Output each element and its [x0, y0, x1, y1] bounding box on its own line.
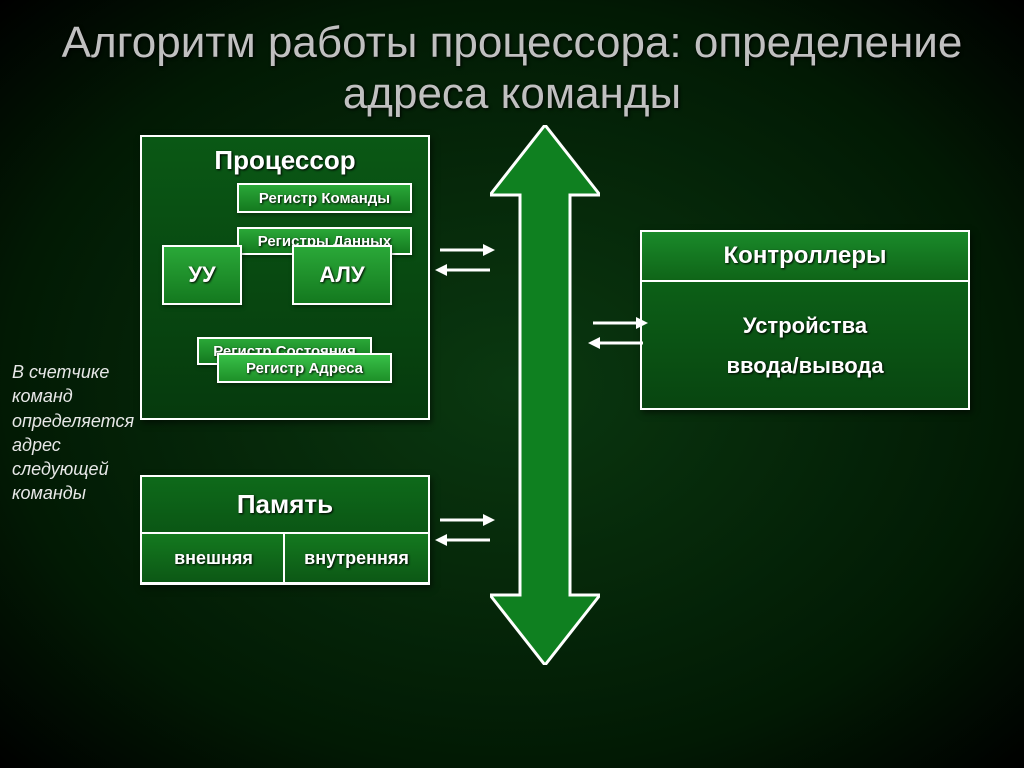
arrows-mem-bus [435, 505, 495, 555]
controllers-title: Контроллеры [642, 232, 968, 282]
arrows-bus-ctrl [588, 308, 648, 358]
processor-title: Процессор [142, 137, 428, 184]
memory-row: внешняя внутренняя [142, 534, 428, 582]
arrows-proc-bus [435, 235, 495, 285]
controllers-line2: ввода/вывода [652, 346, 958, 386]
memory-external: внешняя [140, 532, 287, 584]
alu-unit: АЛУ [292, 245, 392, 305]
control-unit: УУ [162, 245, 242, 305]
register-address: Регистр Адреса [217, 353, 392, 383]
memory-box: Память внешняя внутренняя [140, 475, 430, 585]
page-title: Алгоритм работы процессора: определение … [0, 0, 1024, 129]
controllers-box: Контроллеры Устройства ввода/вывода [640, 230, 970, 410]
processor-box: Процессор Регистр Команды Регистры Данны… [140, 135, 430, 420]
memory-internal: внутренняя [283, 532, 430, 584]
register-command: Регистр Команды [237, 183, 412, 213]
controllers-line1: Устройства [652, 306, 958, 346]
controllers-body: Устройства ввода/вывода [642, 282, 968, 409]
memory-title: Память [142, 477, 428, 534]
bus-arrow [490, 125, 600, 665]
side-caption: В счетчике команд определяется адрес сле… [12, 360, 137, 506]
diagram-stage: Процессор Регистр Команды Регистры Данны… [0, 135, 1024, 735]
